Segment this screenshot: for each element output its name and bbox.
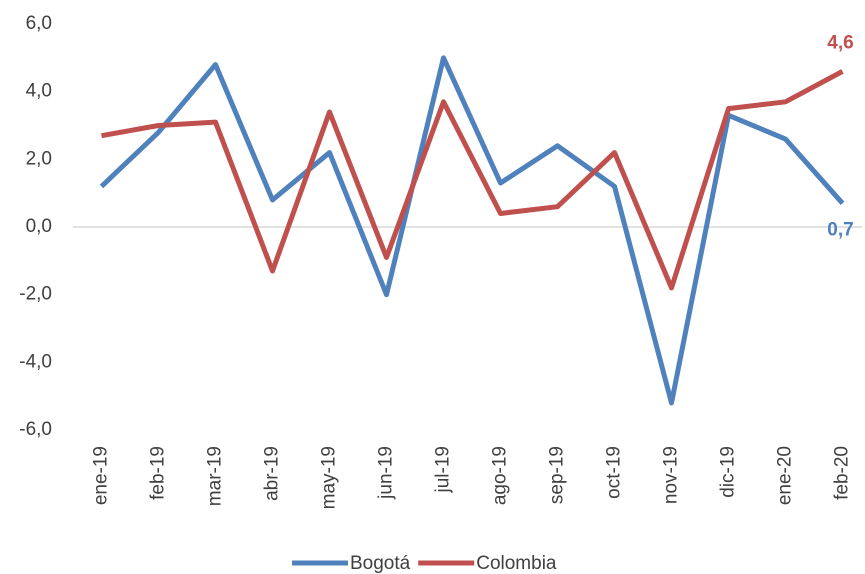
x-tick-label: ene-20 xyxy=(775,446,796,505)
value-label: 0,7 xyxy=(827,219,853,240)
y-tick-label: 2,0 xyxy=(26,148,52,169)
series-line xyxy=(99,55,845,406)
x-tick-label: abr-19 xyxy=(262,446,283,501)
legend-label: Colombia xyxy=(476,553,557,574)
x-tick-label: dic-19 xyxy=(718,446,739,498)
y-tick-label: 4,0 xyxy=(26,81,52,102)
x-tick-label: may-19 xyxy=(319,446,340,509)
y-tick-label: -4,0 xyxy=(19,351,52,372)
y-tick-label: -6,0 xyxy=(19,419,52,440)
y-tick-label: 0,0 xyxy=(26,216,52,237)
series-line xyxy=(101,69,844,291)
legend-label: Bogotá xyxy=(350,553,411,574)
x-tick-label: feb-20 xyxy=(832,446,853,500)
x-tick-label: nov-19 xyxy=(661,446,682,504)
x-tick-label: mar-19 xyxy=(205,446,226,506)
x-tick-label: jul-19 xyxy=(433,446,454,493)
x-tick-label: ago-19 xyxy=(490,446,511,505)
x-tick-label: jun-19 xyxy=(376,446,397,500)
x-tick-label: oct-19 xyxy=(604,446,625,499)
x-tick-label: feb-19 xyxy=(148,446,169,500)
value-label: 4,6 xyxy=(827,32,853,53)
x-tick-label: sep-19 xyxy=(547,446,568,504)
y-tick-label: -2,0 xyxy=(19,284,52,305)
x-tick-label: ene-19 xyxy=(91,446,112,505)
y-tick-label: 6,0 xyxy=(26,13,52,34)
